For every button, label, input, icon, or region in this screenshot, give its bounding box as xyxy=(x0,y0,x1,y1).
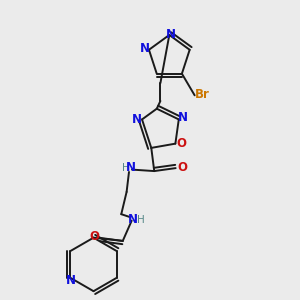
Text: N: N xyxy=(128,213,138,226)
Text: O: O xyxy=(89,230,99,243)
Text: N: N xyxy=(125,161,136,174)
Text: H: H xyxy=(122,163,129,173)
Text: N: N xyxy=(140,42,149,55)
Text: H: H xyxy=(137,214,145,224)
Text: N: N xyxy=(66,274,76,287)
Text: N: N xyxy=(132,113,142,126)
Text: N: N xyxy=(166,28,176,41)
Text: O: O xyxy=(176,137,186,150)
Text: N: N xyxy=(178,111,188,124)
Text: O: O xyxy=(177,161,187,174)
Text: Br: Br xyxy=(195,88,209,101)
